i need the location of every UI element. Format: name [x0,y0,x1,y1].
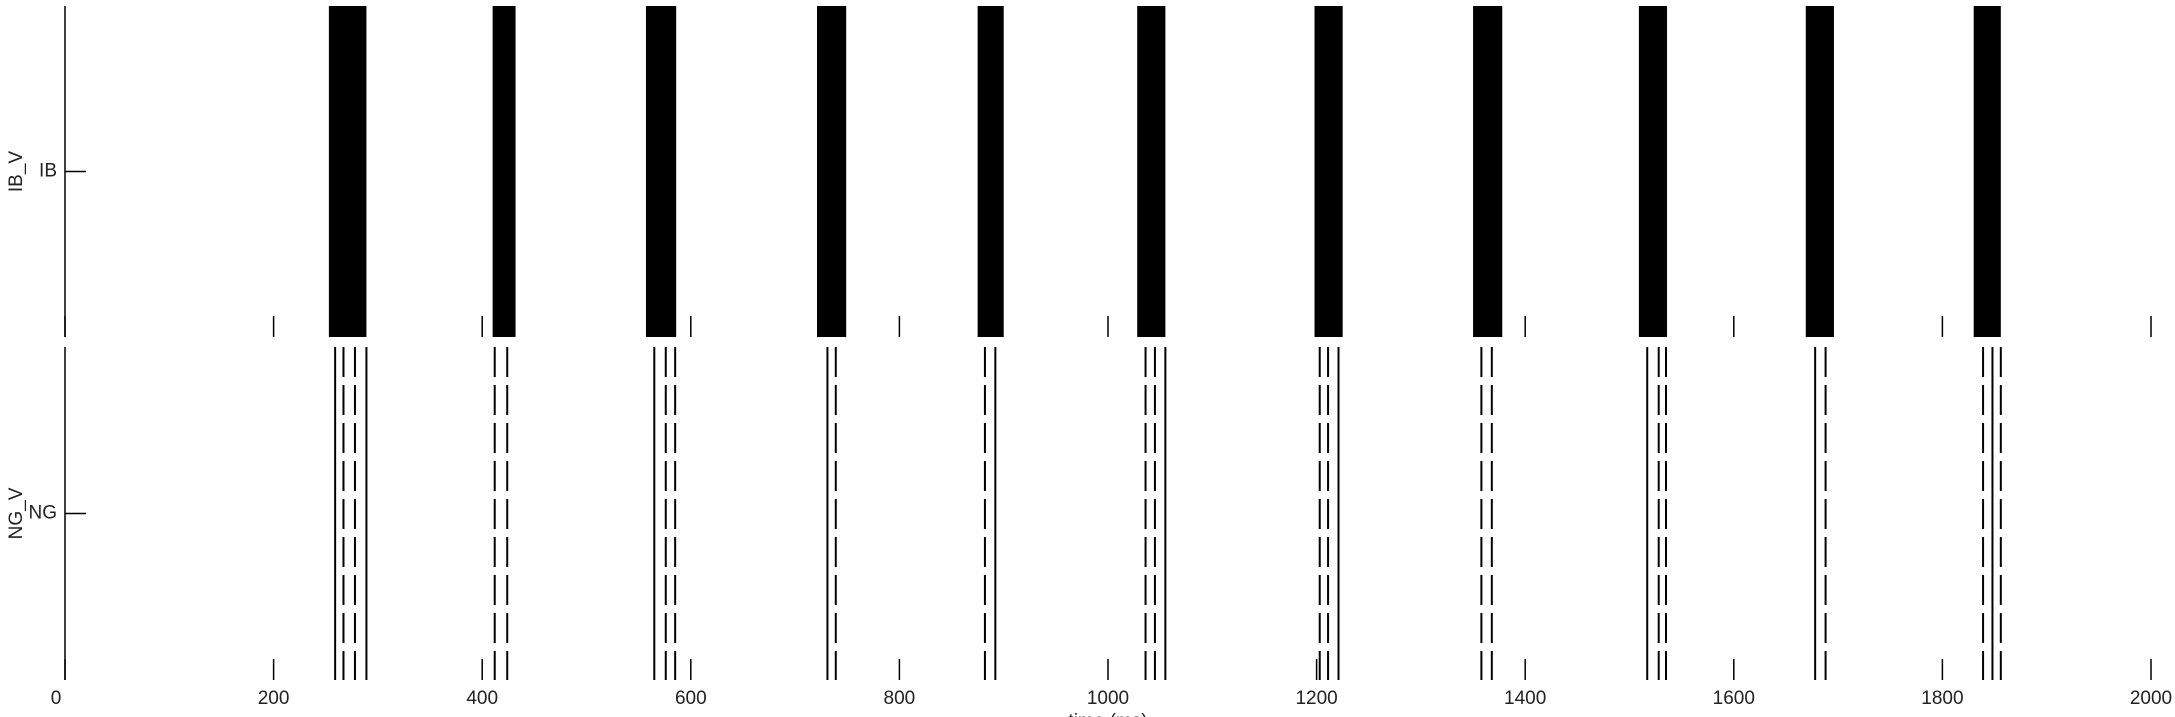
burst [977,6,1004,337]
x-tick-label: 0 [51,688,62,709]
burst [1638,6,1668,337]
burst [1314,6,1343,337]
x-tick-label: 1400 [1504,688,1546,709]
x-tick-label: 600 [675,688,707,709]
x-tick-label: 1800 [1921,688,1963,709]
burst [1137,6,1166,337]
x-tick-label: 1000 [1087,688,1129,709]
x-tick-label: 1200 [1295,688,1337,709]
x-axis-label: time (ms) [1068,711,1147,717]
x-tick-label: 1600 [1713,688,1755,709]
x-tick-label: 800 [884,688,916,709]
y-axis-label: NG_V [6,487,27,539]
x-tick-label: 200 [258,688,290,709]
burst [817,6,847,337]
burst [492,6,516,337]
burst [1805,6,1834,337]
x-tick-label: 2000 [2130,688,2172,709]
x-tick-label: 400 [466,688,498,709]
burst [1473,6,1503,337]
y-tick-label: IB [39,161,57,182]
burst [645,6,677,337]
burst [1973,6,2001,337]
y-tick-label: NG [29,503,58,524]
burst [328,6,367,337]
y-axis-label: IB_V [6,151,27,193]
